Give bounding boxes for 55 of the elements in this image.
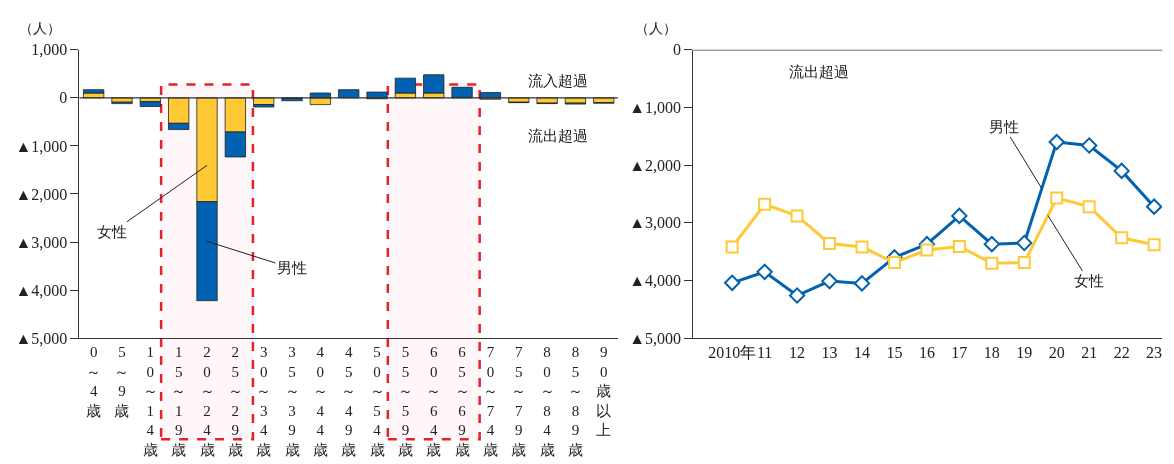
x-tick-label: 20 (1048, 344, 1065, 362)
y-tick-label: ▲4,000 (15, 281, 68, 299)
x-tick-label: 11 (756, 344, 773, 362)
y-tick-label: 0 (59, 89, 68, 107)
text: 女性 (97, 223, 127, 241)
x-tick-label: 50～54歳 (369, 344, 385, 458)
x-tick-label: 80～84歳 (539, 344, 555, 458)
y-axis-title: （人） (19, 20, 61, 36)
x-tick-label: 20～24歳 (199, 344, 215, 458)
text: 女性 (1074, 272, 1104, 290)
annotation: 流出超過 (528, 127, 588, 145)
x-tick-label: 70～74歳 (482, 344, 498, 458)
y-tick-label: ▲3,000 (15, 233, 68, 251)
x-tick-label: 90歳以上 (596, 344, 612, 439)
x-tick-label: 40～44歳 (312, 344, 328, 458)
x-tick-label: 10～14歳 (142, 344, 158, 458)
x-tick-label: 65～69歳 (454, 344, 470, 458)
x-tick-label: 30～34歳 (256, 344, 272, 458)
y-tick-label: ▲1,000 (15, 137, 68, 155)
y-tick-label: 1,000 (31, 41, 68, 59)
y-axis-title: （人） (635, 20, 677, 36)
x-tick-label: 45～49歳 (341, 344, 357, 458)
x-tick-label: 12 (789, 344, 806, 362)
x-tick-label: 21 (1081, 344, 1098, 362)
x-tick-label: 22 (1113, 344, 1130, 362)
x-tick-label: 75～79歳 (511, 344, 527, 458)
y-tick-label: ▲5,000 (629, 329, 682, 347)
y-tick-label: 0 (673, 41, 682, 59)
x-tick-label: 60～64歳 (426, 344, 442, 458)
x-tick-label: 23 (1146, 344, 1163, 362)
x-tick-label: 15 (886, 344, 903, 362)
y-tick-label: ▲2,000 (629, 156, 682, 174)
x-tick-label: 0～4歳 (86, 344, 102, 419)
x-tick-label: 2010年 (708, 344, 757, 362)
y-tick-label: ▲3,000 (629, 214, 682, 232)
x-tick-label: 16 (918, 344, 935, 362)
x-tick-label: 25～29歳 (227, 344, 243, 458)
annotation: 流入超過 (528, 72, 588, 90)
x-tick-label: 18 (983, 344, 1000, 362)
x-tick-label: 17 (951, 344, 968, 362)
y-tick-label: ▲4,000 (629, 272, 682, 290)
text: 男性 (277, 259, 307, 277)
x-tick-label: 5～9歳 (114, 344, 130, 419)
x-tick-label: 19 (1016, 344, 1033, 362)
y-tick-label: ▲5,000 (15, 329, 68, 347)
text: 男性 (989, 118, 1019, 136)
x-tick-label: 55～59歳 (397, 344, 413, 458)
x-tick-label: 15～19歳 (171, 344, 187, 458)
y-tick-label: ▲2,000 (15, 185, 68, 203)
x-tick-label: 13 (821, 344, 838, 362)
x-tick-label: 35～39歳 (284, 344, 300, 458)
annotation: 流出超過 (789, 63, 849, 81)
y-tick-label: ▲1,000 (629, 99, 682, 117)
x-tick-label: 14 (853, 344, 870, 362)
x-tick-label: 85～89歳 (567, 344, 583, 458)
